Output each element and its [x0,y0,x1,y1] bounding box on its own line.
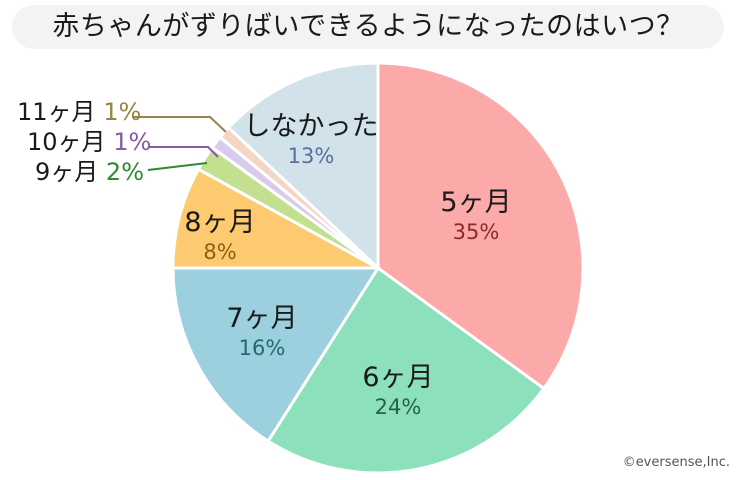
side-label-11-months: 11ヶ月 1% [17,98,141,126]
slice-percent: 8% [203,240,237,264]
side-label-9-months: 9ヶ月 2% [35,158,144,186]
slice-label-5-months: 5ヶ月 35% [440,187,511,245]
slice-percent: 1% [103,98,142,126]
slice-name: 9ヶ月 [35,158,99,186]
slice-label-did-not: しなかった 13% [244,111,379,169]
title-banner: 赤ちゃんがずりばいできるようになったのはいつ？ [12,5,724,49]
copyright-text: ©eversense,Inc. [622,455,730,470]
leader-line [148,146,219,158]
pie-slice [266,265,546,475]
slice-name: しなかった [243,111,379,142]
slice-name: 8ヶ月 [184,207,256,238]
slice-label-7-months: 7ヶ月 16% [226,303,297,361]
pie-slice [171,167,379,270]
leader-line [132,116,227,133]
side-label-10-months: 10ヶ月 1% [27,128,151,156]
pie-slice [376,61,585,391]
slice-percent: 13% [287,144,335,168]
slice-percent: 35% [452,220,500,244]
slice-percent: 2% [105,158,144,186]
chart-title: 赤ちゃんがずりばいできるようになったのはいつ？ [52,11,684,42]
pie-slice [171,266,381,444]
leader-line [147,162,208,171]
slice-name: 6ヶ月 [362,362,434,393]
slice-percent: 1% [113,128,152,156]
slice-label-8-months: 8ヶ月 8% [184,207,255,265]
slice-name: 7ヶ月 [226,303,298,334]
slice-percent: 16% [238,336,286,360]
pie-slice [226,61,380,272]
slice-name: 5ヶ月 [440,187,512,218]
slice-name: 10ヶ月 [27,128,106,156]
slice-label-6-months: 6ヶ月 24% [362,362,433,420]
slice-name: 11ヶ月 [17,98,96,126]
slice-percent: 24% [374,395,422,419]
